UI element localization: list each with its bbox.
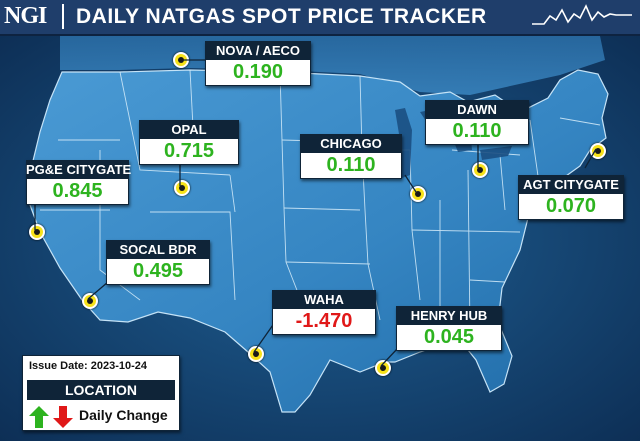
location-callout-henry-hub[interactable]: HENRY HUB 0.045 (396, 306, 502, 351)
legend-location-label: LOCATION (27, 380, 175, 400)
location-name: OPAL (139, 120, 239, 139)
state-borders (40, 69, 601, 331)
location-callout-waha[interactable]: WAHA -1.470 (272, 290, 376, 335)
red-down-arrow-icon (53, 406, 73, 428)
location-name: NOVA / AECO (205, 41, 311, 60)
page-title: DAILY NATGAS SPOT PRICE TRACKER (76, 5, 487, 28)
daily-change-value: 0.110 (425, 119, 529, 145)
daily-change-value: 0.070 (518, 194, 624, 220)
location-callout-dawn[interactable]: DAWN 0.110 (425, 100, 529, 145)
green-up-arrow-icon (29, 406, 49, 428)
location-marker-nova-aeco[interactable] (173, 52, 189, 68)
daily-change-value: 0.045 (396, 325, 502, 351)
location-marker-socal-bdr[interactable] (82, 293, 98, 309)
daily-change-value: 0.110 (300, 153, 402, 179)
daily-change-value: 0.190 (205, 60, 311, 86)
map-legend: Issue Date: 2023-10-24 LOCATION Daily Ch… (22, 355, 180, 431)
location-marker-henry-hub[interactable] (375, 360, 391, 376)
location-name: PG&E CITYGATE (26, 160, 132, 179)
location-name: CHICAGO (300, 134, 402, 153)
location-callout-chicago[interactable]: CHICAGO 0.110 (300, 134, 402, 179)
location-callout-pge-citygate[interactable]: PG&E CITYGATE 0.845 (26, 160, 132, 205)
daily-change-value: 0.715 (139, 139, 239, 165)
location-callout-nova-aeco[interactable]: NOVA / AECO 0.190 (205, 41, 311, 86)
location-name: SOCAL BDR (106, 240, 210, 259)
great-lakes (395, 108, 512, 178)
location-marker-agt-citygate[interactable] (590, 143, 606, 159)
location-marker-chicago[interactable] (410, 186, 426, 202)
location-name: DAWN (425, 100, 529, 119)
daily-change-value: 0.845 (26, 179, 129, 205)
ngi-logo: NGI (4, 3, 47, 29)
location-marker-waha[interactable] (248, 346, 264, 362)
daily-change-value: 0.495 (106, 259, 210, 285)
issue-date: Issue Date: 2023-10-24 (29, 360, 148, 372)
location-marker-dawn[interactable] (472, 162, 488, 178)
price-trend-sparkline-icon (532, 4, 632, 25)
location-name: HENRY HUB (396, 306, 502, 325)
canada-landmass (60, 36, 605, 95)
location-marker-pge-citygate[interactable] (29, 224, 45, 240)
location-callout-opal[interactable]: OPAL 0.715 (139, 120, 239, 165)
legend-daily-change-label: Daily Change (79, 407, 168, 423)
daily-change-value: -1.470 (272, 309, 376, 335)
location-callout-socal-bdr[interactable]: SOCAL BDR 0.495 (106, 240, 210, 285)
header-bar: NGI DAILY NATGAS SPOT PRICE TRACKER (0, 0, 640, 36)
location-marker-opal[interactable] (174, 180, 190, 196)
logo-divider (62, 4, 64, 29)
location-name: AGT CITYGATE (518, 175, 624, 194)
location-name: WAHA (272, 290, 376, 309)
location-callout-agt-citygate[interactable]: AGT CITYGATE 0.070 (518, 175, 624, 220)
